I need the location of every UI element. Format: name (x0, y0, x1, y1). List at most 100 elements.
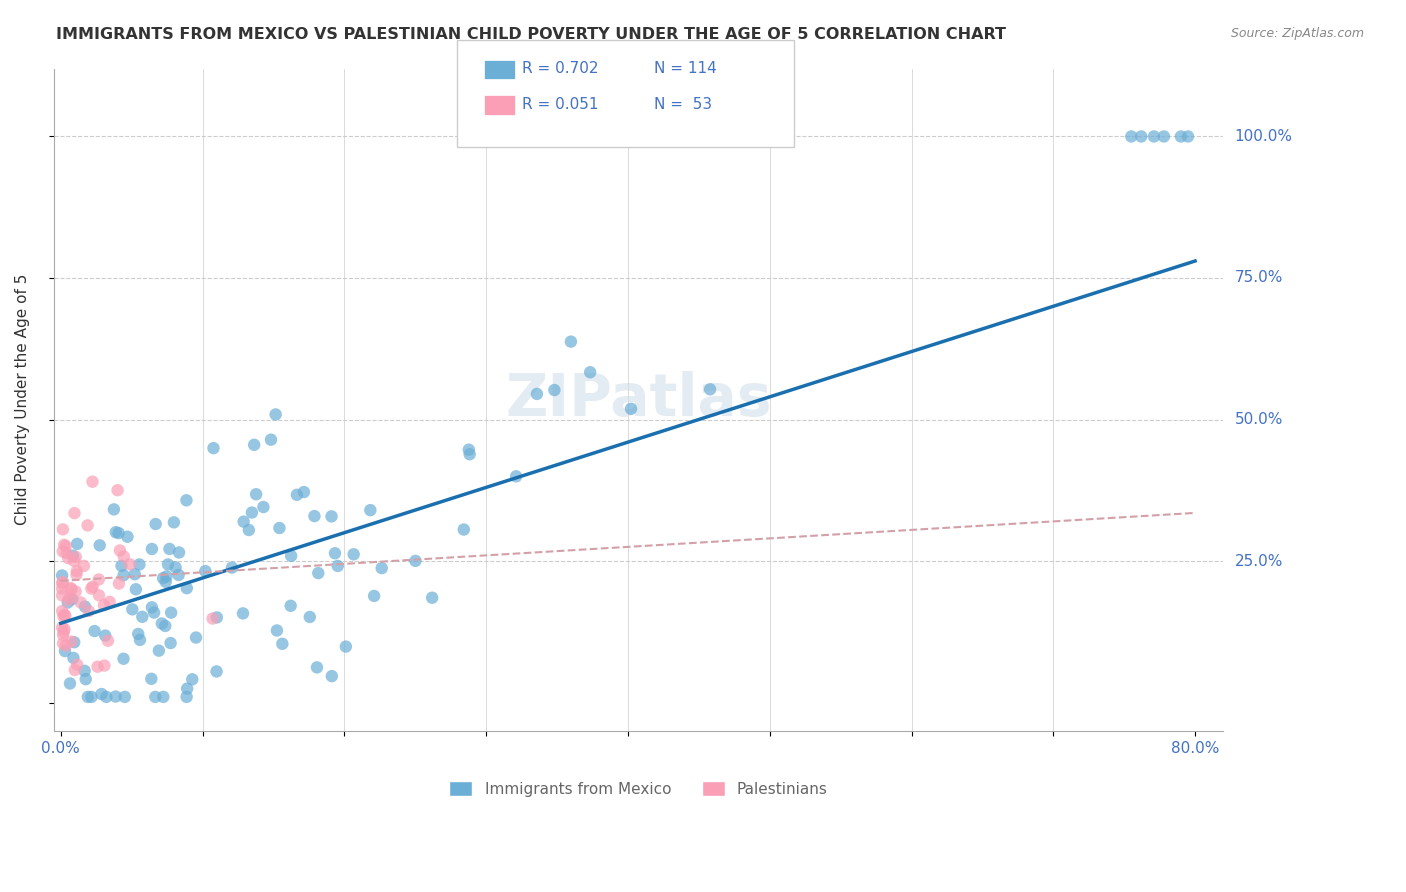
Point (51, 576, 73, 591)
Point (110, 558, 132, 573)
Text: N =  53: N = 53 (654, 97, 711, 112)
Point (58, 551, 80, 566)
Point (458, 447, 481, 461)
Text: Source: ZipAtlas.com: Source: ZipAtlas.com (1230, 27, 1364, 40)
Point (98, 595, 121, 609)
Point (543, 383, 565, 397)
Point (152, 571, 174, 585)
Point (90, 687, 112, 701)
Point (232, 607, 254, 621)
Y-axis label: Child Poverty Under the Age of 5: Child Poverty Under the Age of 5 (15, 274, 30, 525)
Point (271, 637, 294, 651)
Point (150, 616, 173, 631)
Point (143, 606, 166, 620)
Text: R = 0.051: R = 0.051 (522, 97, 598, 112)
Point (176, 681, 198, 696)
Point (69, 595, 91, 609)
Point (82, 475, 104, 489)
Point (359, 503, 381, 517)
Legend: Immigrants from Mexico, Palestinians: Immigrants from Mexico, Palestinians (443, 774, 834, 803)
Text: R = 0.702: R = 0.702 (522, 62, 598, 76)
Point (420, 591, 443, 605)
Point (363, 589, 385, 603)
Point (148, 643, 170, 657)
Point (205, 665, 228, 679)
Point (141, 600, 163, 615)
Point (96, 690, 118, 704)
Point (202, 441, 225, 455)
Point (86, 659, 108, 673)
Point (160, 606, 183, 620)
Point (73, 664, 96, 678)
Point (201, 611, 224, 625)
Point (89, 538, 111, 552)
Point (321, 669, 343, 683)
Point (156, 558, 179, 572)
Point (112, 651, 135, 665)
Point (292, 485, 315, 500)
Point (1130, 129, 1153, 144)
Point (1143, 129, 1166, 144)
Point (59, 581, 82, 595)
Point (55, 546, 77, 560)
Point (76, 518, 98, 533)
Text: 100.0%: 100.0% (1234, 129, 1292, 144)
Point (245, 487, 267, 501)
Point (51, 620, 73, 634)
Point (93, 598, 115, 612)
Point (53, 622, 76, 636)
Point (335, 640, 357, 654)
Point (304, 509, 326, 524)
Point (56, 595, 79, 609)
Point (141, 672, 163, 686)
Point (55, 639, 77, 653)
Point (305, 660, 328, 674)
Point (127, 627, 149, 641)
Point (252, 500, 274, 514)
Text: 25.0%: 25.0% (1234, 554, 1282, 568)
Point (51, 604, 73, 618)
Point (1177, 129, 1199, 144)
Point (221, 560, 243, 574)
Point (143, 690, 166, 704)
Point (699, 382, 721, 396)
Point (1121, 129, 1143, 144)
Point (1153, 129, 1175, 144)
Point (194, 564, 217, 578)
Point (53, 644, 76, 658)
Point (51, 582, 73, 596)
Point (60, 592, 83, 607)
Point (53, 538, 76, 552)
Point (238, 523, 260, 537)
Point (181, 673, 204, 687)
Point (232, 515, 254, 529)
Point (240, 506, 263, 520)
Point (321, 509, 343, 524)
Point (97, 633, 120, 648)
Point (51, 588, 73, 602)
Point (108, 543, 131, 558)
Point (264, 408, 287, 422)
Point (266, 624, 288, 638)
Text: 75.0%: 75.0% (1234, 270, 1282, 285)
Point (184, 631, 207, 645)
Point (163, 516, 186, 530)
Point (94, 629, 117, 643)
Point (52, 636, 75, 650)
Text: 80.0%: 80.0% (1171, 741, 1219, 756)
Point (620, 401, 643, 416)
Point (118, 558, 141, 572)
Point (505, 469, 527, 483)
Point (280, 549, 302, 563)
Point (83, 624, 105, 638)
Point (52, 522, 75, 536)
Text: N = 114: N = 114 (654, 62, 717, 76)
Point (323, 546, 346, 560)
Point (107, 483, 129, 498)
Point (59, 591, 82, 605)
Point (243, 438, 266, 452)
Point (152, 690, 174, 704)
Point (103, 502, 125, 516)
Point (62, 651, 84, 665)
Point (73, 558, 96, 573)
